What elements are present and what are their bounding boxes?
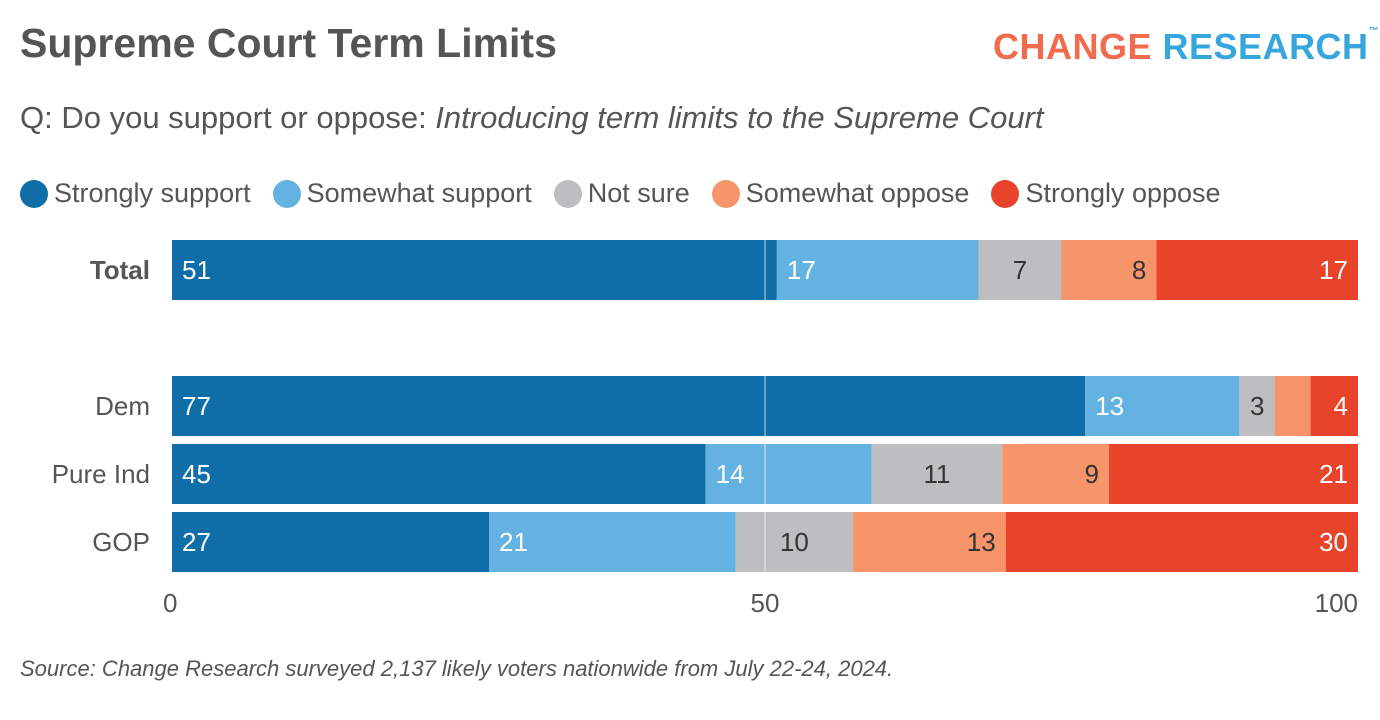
data-label: 51	[182, 255, 211, 285]
legend-item: Strongly support	[20, 178, 251, 209]
data-label: 3	[1250, 391, 1264, 421]
bar-segment	[172, 512, 490, 572]
change-research-logo: CHANGE RESEARCH™	[993, 26, 1380, 67]
bar-segment	[1310, 376, 1358, 436]
legend-swatch	[711, 179, 740, 208]
data-label: 17	[787, 255, 816, 285]
data-label: 8	[1132, 255, 1146, 285]
category-label: Dem	[95, 391, 150, 421]
bar-segment	[705, 444, 872, 504]
legend: Strongly support Somewhat support Not sure…	[20, 178, 1221, 209]
bar-segment	[1085, 376, 1240, 436]
legend-label: Somewhat support	[306, 178, 532, 208]
data-label: 21	[1319, 459, 1348, 489]
bar-segment	[978, 240, 1062, 300]
data-label: 13	[967, 527, 996, 557]
bar-segment	[489, 512, 736, 572]
data-label: 21	[499, 527, 528, 557]
data-label: 7	[1013, 255, 1027, 285]
x-tick-label: 100	[1315, 588, 1358, 618]
data-label: 11	[923, 459, 950, 489]
bar-segment	[172, 240, 777, 300]
data-label: 4	[1334, 391, 1348, 421]
bar-segment	[1156, 240, 1358, 300]
legend-swatch	[20, 179, 48, 208]
legend-swatch	[991, 179, 1020, 208]
data-label: 13	[1095, 391, 1124, 421]
data-label: 10	[780, 527, 809, 557]
bar-segment	[1061, 240, 1157, 300]
bar-segment	[1005, 512, 1358, 572]
legend-swatch	[272, 179, 301, 208]
bar-segment	[172, 444, 706, 504]
bar-segment	[1274, 376, 1311, 436]
x-tick-label: 50	[751, 588, 780, 618]
bar-segment	[853, 512, 1006, 572]
legend-label: Strongly oppose	[1025, 178, 1221, 208]
data-label: 27	[182, 527, 211, 557]
data-label: 9	[1084, 459, 1098, 489]
bar-segment	[871, 444, 1003, 504]
x-tick-label: 0	[163, 588, 177, 618]
bar-segment	[1239, 376, 1275, 436]
legend-label: Not sure	[587, 178, 690, 208]
legend-swatch	[553, 179, 582, 208]
category-label: Pure Ind	[52, 459, 150, 489]
data-label: 77	[182, 391, 211, 421]
bar-segment	[776, 240, 979, 300]
data-label: 14	[716, 459, 745, 489]
bar-segment	[1002, 444, 1109, 504]
legend-label: Strongly support	[54, 178, 251, 208]
legend-item: Strongly oppose	[991, 178, 1221, 209]
legend-item: Not sure	[553, 178, 690, 209]
legend-label: Somewhat oppose	[745, 178, 970, 208]
data-label: 30	[1319, 527, 1348, 557]
category-label: GOP	[92, 527, 150, 557]
source-note: Source: Change Research surveyed 2,137 l…	[20, 656, 894, 681]
bar-segment	[172, 376, 1086, 436]
chart-title: Supreme Court Term Limits	[20, 20, 557, 66]
data-label: 45	[182, 459, 211, 489]
legend-item: Somewhat oppose	[711, 178, 970, 209]
legend-item: Somewhat support	[272, 178, 532, 209]
bar-segment	[1108, 444, 1358, 504]
data-label: 17	[1319, 255, 1348, 285]
category-label: Total	[90, 255, 150, 285]
chart-subtitle: Q: Do you support or oppose: Introducing…	[20, 100, 1044, 135]
bar-segment	[735, 512, 854, 572]
